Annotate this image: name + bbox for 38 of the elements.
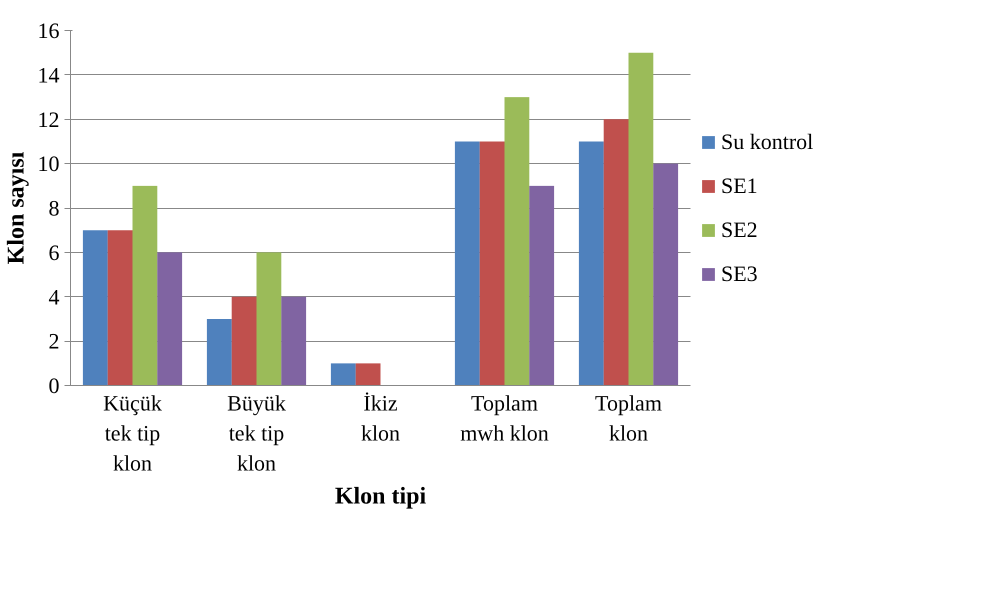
bar bbox=[132, 186, 158, 386]
legend-label: Su kontrol bbox=[721, 128, 814, 154]
y-axis-title: Klon sayısı bbox=[4, 151, 30, 264]
bar bbox=[529, 186, 554, 386]
bar bbox=[480, 141, 504, 386]
bar bbox=[454, 141, 480, 386]
x-axis-title: Klon tipi bbox=[334, 484, 427, 510]
bar bbox=[281, 296, 306, 386]
bar bbox=[82, 230, 108, 386]
x-tick-label: Toplam klon bbox=[595, 390, 662, 446]
bar bbox=[356, 363, 380, 386]
bar bbox=[232, 296, 256, 386]
y-tick-label: 8 bbox=[48, 196, 60, 220]
bar bbox=[108, 230, 132, 386]
x-tick-label: İkiz klon bbox=[360, 390, 400, 446]
y-tick-label: 6 bbox=[48, 240, 60, 265]
y-tick-label: 10 bbox=[38, 151, 60, 176]
bar bbox=[653, 164, 678, 386]
bar bbox=[578, 141, 604, 386]
y-tick-label: 4 bbox=[48, 284, 60, 310]
bar bbox=[206, 318, 232, 386]
y-tick-label: 14 bbox=[38, 62, 60, 88]
legend-label: SE3 bbox=[721, 260, 758, 286]
bar bbox=[604, 119, 628, 386]
x-tick-label: Küçük tek tip klon bbox=[103, 390, 162, 476]
bar bbox=[504, 97, 530, 386]
bar bbox=[256, 252, 282, 386]
y-tick-label: 2 bbox=[48, 328, 60, 354]
legend-label: SE2 bbox=[721, 216, 758, 242]
bar bbox=[628, 52, 654, 386]
legend-label: SE1 bbox=[721, 172, 758, 198]
x-tick-label: Toplam mwh klon bbox=[460, 390, 549, 446]
bar bbox=[330, 363, 356, 386]
y-tick-label: 12 bbox=[38, 106, 60, 132]
x-tick-label: Büyük tek tip klon bbox=[227, 390, 286, 476]
bar bbox=[157, 252, 182, 386]
y-tick-label: 0 bbox=[48, 373, 60, 398]
y-tick-label: 16 bbox=[38, 18, 60, 43]
